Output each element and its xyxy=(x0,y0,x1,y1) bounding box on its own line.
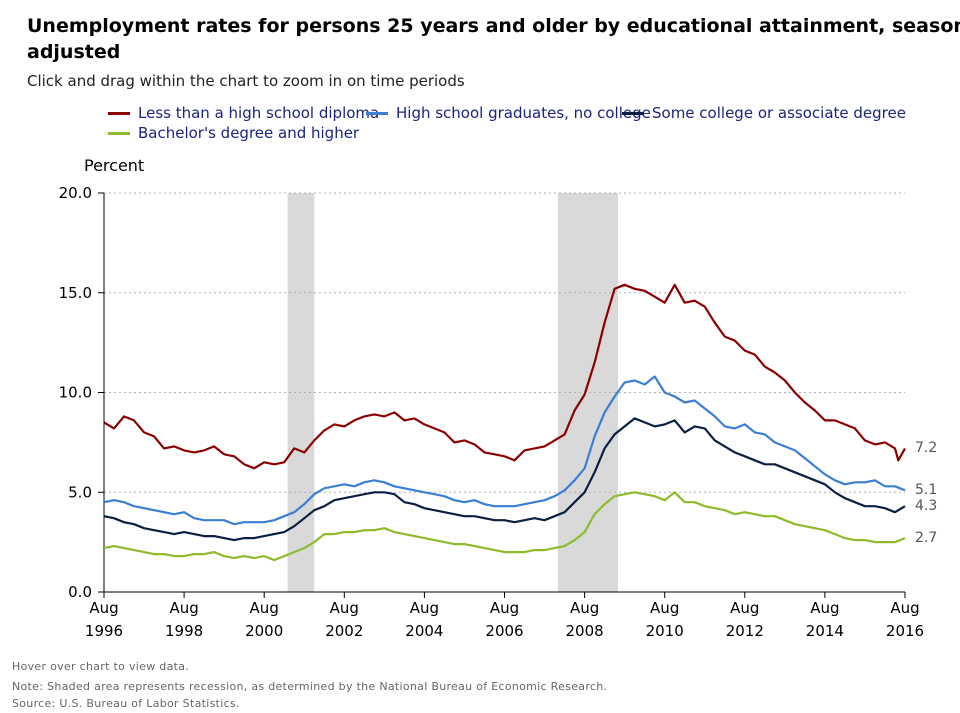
legend-item-bachelors[interactable]: Bachelor's degree and higher xyxy=(108,124,359,142)
y-tick-label: 15.0 xyxy=(59,284,92,302)
x-tick-month: Aug xyxy=(810,599,839,617)
x-tick-month: Aug xyxy=(890,599,919,617)
x-tick-year: 2000 xyxy=(245,622,283,640)
series-line-some-college xyxy=(103,417,906,542)
x-tick-year: 2008 xyxy=(566,622,604,640)
x-tick-year: 2004 xyxy=(405,622,443,640)
legend-item-some-college[interactable]: Some college or associate degree xyxy=(622,104,906,122)
y-axis-label: Percent xyxy=(84,156,144,175)
legend-item-hs-grad[interactable]: High school graduates, no college xyxy=(366,104,651,122)
y-tick-label: 20.0 xyxy=(59,184,92,202)
y-tick-label: 10.0 xyxy=(59,384,92,402)
chart-title: Unemployment rates for persons 25 years … xyxy=(27,15,960,37)
x-tick-year: 2016 xyxy=(886,622,924,640)
x-tick-year: 1998 xyxy=(165,622,203,640)
legend-label-some-college: Some college or associate degree xyxy=(652,104,906,122)
series-line-less-hs xyxy=(103,283,906,470)
x-tick-month: Aug xyxy=(250,599,279,617)
x-tick-month: Aug xyxy=(730,599,759,617)
x-tick-month: Aug xyxy=(89,599,118,617)
end-label-less-hs: 7.2 xyxy=(915,440,937,456)
x-tick-month: Aug xyxy=(490,599,519,617)
y-tick-label: 5.0 xyxy=(68,483,92,501)
chart-subtitle: Click and drag within the chart to zoom … xyxy=(27,72,465,90)
legend-item-less-hs[interactable]: Less than a high school diploma xyxy=(108,104,379,122)
chart-title-continued: adjusted xyxy=(27,41,121,63)
chart-legend: Less than a high school diploma High sch… xyxy=(108,104,960,146)
x-tick-month: Aug xyxy=(330,599,359,617)
series-line-hs-grad xyxy=(103,375,906,526)
legend-swatch-bachelors xyxy=(108,131,130,135)
legend-swatch-less-hs xyxy=(108,111,130,115)
chart-plot[interactable]: Percent 0.0 5.0 10.0 15.0 20.0 Aug 1996 Aug 199… xyxy=(0,0,960,660)
x-tick-month: Aug xyxy=(650,599,679,617)
x-tick-year: 2006 xyxy=(485,622,523,640)
x-tick-year: 2012 xyxy=(726,622,764,640)
end-label-some-college: 4.3 xyxy=(915,498,937,514)
x-tick-year: 1996 xyxy=(85,622,123,640)
legend-swatch-some-college xyxy=(622,111,644,115)
series-line-bachelors xyxy=(103,491,906,562)
x-tick-year: 2014 xyxy=(806,622,844,640)
legend-swatch-hs-grad xyxy=(366,111,388,115)
footer-source: Source: U.S. Bureau of Labor Statistics. xyxy=(12,697,240,710)
end-label-bachelors: 2.7 xyxy=(915,530,937,546)
x-tick-month: Aug xyxy=(410,599,439,617)
recession-band-2 xyxy=(557,193,618,592)
end-label-hs-grad: 5.1 xyxy=(915,482,937,498)
y-tick-label: 0.0 xyxy=(68,583,92,601)
footer-hover-hint: Hover over chart to view data. xyxy=(12,660,190,673)
x-tick-year: 2002 xyxy=(325,622,363,640)
legend-label-less-hs: Less than a high school diploma xyxy=(138,104,380,122)
x-tick-month: Aug xyxy=(169,599,198,617)
x-tick-month: Aug xyxy=(570,599,599,617)
x-tick-year: 2010 xyxy=(646,622,684,640)
legend-label-hs-grad: High school graduates, no college xyxy=(396,104,651,122)
footer-note: Note: Shaded area represents recession, … xyxy=(12,680,608,693)
legend-label-bachelors: Bachelor's degree and higher xyxy=(138,124,360,142)
